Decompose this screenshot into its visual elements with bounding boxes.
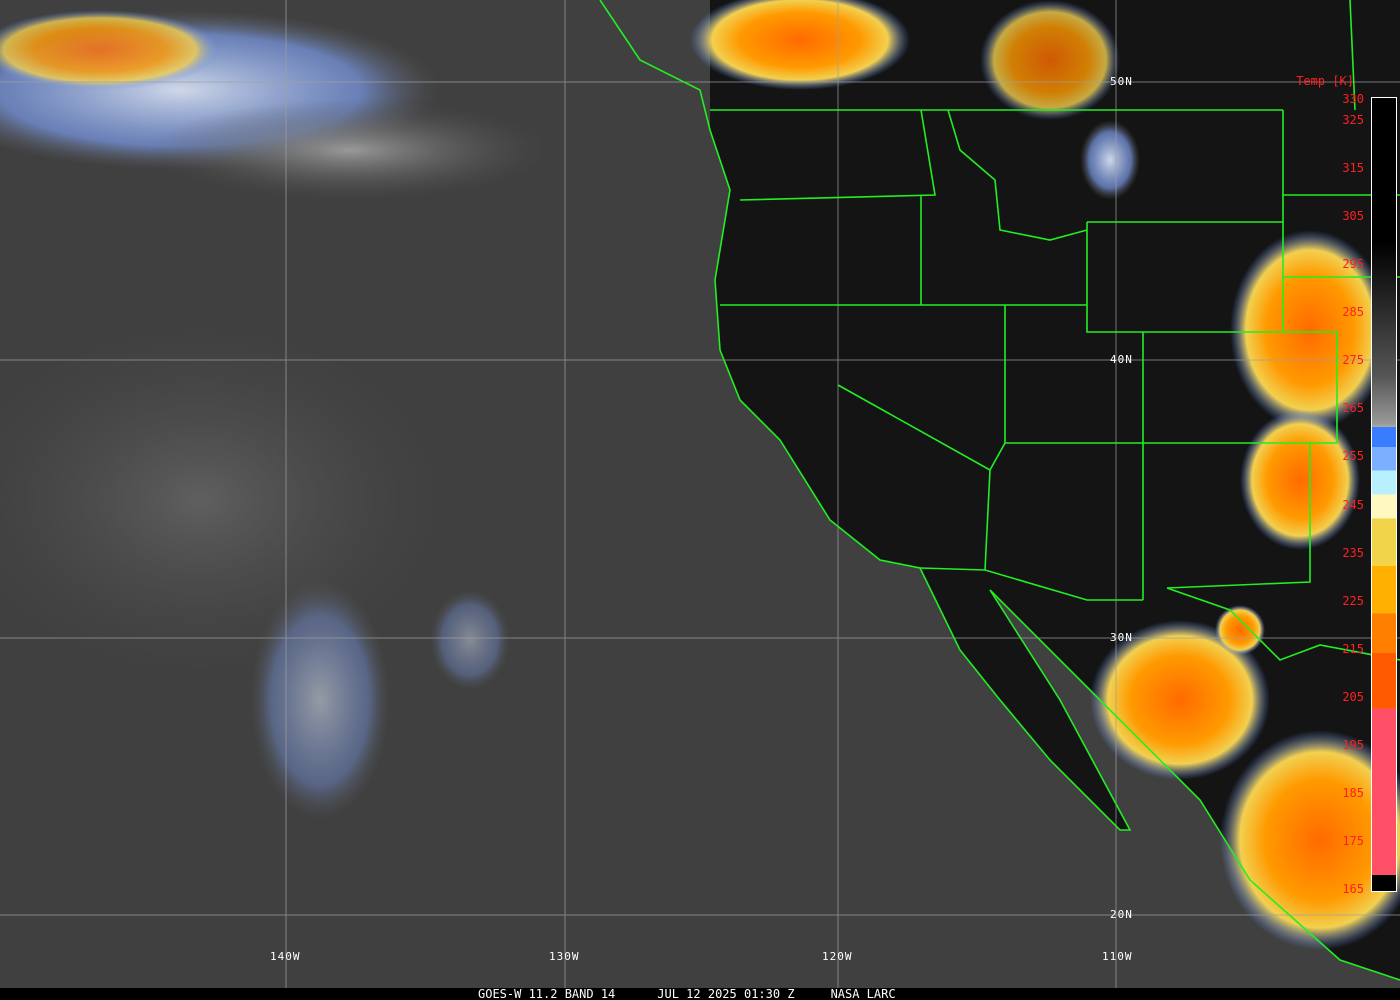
colorbar-tick: 255 — [1342, 449, 1364, 464]
colorbar-tick: 330 — [1342, 92, 1364, 106]
image-caption: GOES-W 11.2 BAND 14 JUL 12 2025 01:30 Z NA… — [0, 988, 1400, 1000]
colorbar-tick: 175 — [1342, 833, 1364, 848]
caption-source: NASA LARC — [830, 987, 896, 1000]
colorbar-tick: 285 — [1342, 305, 1364, 320]
lat-label-20n: 20N — [1110, 908, 1133, 921]
colorbar-tick: 325 — [1342, 113, 1364, 128]
caption-satellite: GOES-W 11.2 BAND 14 — [478, 987, 616, 1000]
colorbar-tick: 235 — [1342, 545, 1364, 560]
lat-label-40n: 40N — [1110, 353, 1133, 366]
lon-label-110w: 110W — [1102, 950, 1133, 963]
colorbar-tick: 265 — [1342, 401, 1364, 416]
political-boundaries — [599, 0, 1400, 981]
colorbar-tick: 305 — [1342, 209, 1364, 224]
lon-label-130w: 130W — [549, 950, 580, 963]
cloud-features — [0, 0, 1400, 950]
colorbar-tick: 165 — [1342, 882, 1364, 896]
temperature-colorbar — [1371, 97, 1397, 892]
caption-datetime: JUL 12 2025 01:30 Z — [657, 987, 795, 1000]
colorbar-tick: 315 — [1342, 161, 1364, 176]
colorbar-tick: 295 — [1342, 257, 1364, 272]
colorbar-tick: 245 — [1342, 497, 1364, 512]
lon-label-120w: 120W — [822, 950, 853, 963]
colorbar-tick: 195 — [1342, 737, 1364, 752]
colorbar-tick: 205 — [1342, 689, 1364, 704]
colorbar-tick: 185 — [1342, 785, 1364, 800]
lat-label-50n: 50N — [1110, 75, 1133, 88]
colorbar-tick: 215 — [1342, 641, 1364, 656]
colorbar-tick: 225 — [1342, 593, 1364, 608]
coastline — [599, 0, 1400, 981]
lat-label-30n: 30N — [1110, 631, 1133, 644]
colorbar-tick: 275 — [1342, 353, 1364, 368]
colorbar-title: Temp [K] — [1296, 74, 1354, 88]
lon-label-140w: 140W — [270, 950, 301, 963]
